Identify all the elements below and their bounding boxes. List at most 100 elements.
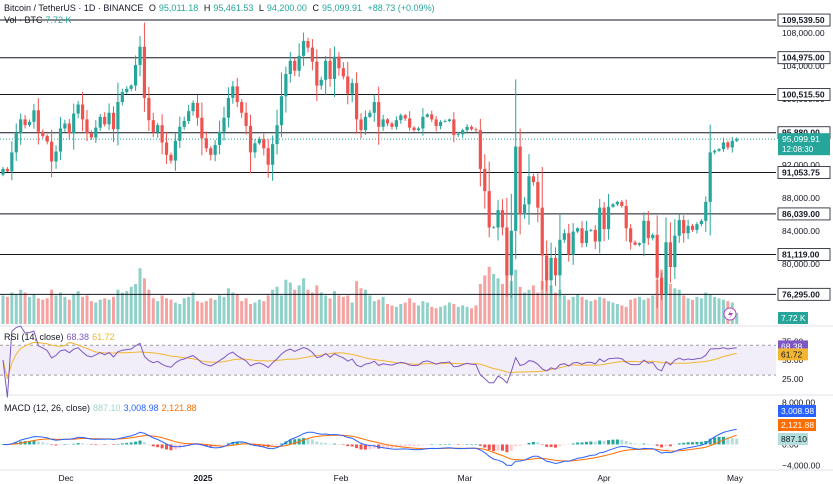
macd-histogram-bar: [425, 444, 429, 445]
time-axis-label: 2025: [194, 473, 213, 483]
volume-bar: [496, 278, 500, 324]
macd-histogram-bar: [72, 443, 76, 445]
volume-bar: [461, 305, 465, 324]
macd-histogram-bar: [116, 444, 120, 445]
macd-histogram-bar: [81, 443, 85, 445]
macd-histogram-bar: [134, 441, 138, 445]
candle-body: [341, 68, 345, 77]
macd-histogram-bar: [686, 442, 690, 445]
candle-body: [142, 46, 147, 98]
macd-histogram-bar: [642, 443, 646, 445]
symbol-title[interactable]: Bitcoin / TetherUS · 1D · BINANCE: [4, 3, 144, 13]
volume-bar: [89, 301, 93, 324]
volume-bar: [673, 288, 677, 324]
candle-body: [111, 112, 116, 130]
macd-histogram-bar: [735, 438, 739, 445]
candle-body: [23, 119, 27, 126]
volume-bar: [116, 289, 120, 324]
volume-bar: [651, 295, 655, 324]
macd-histogram-bar: [89, 444, 93, 445]
macd-histogram-bar: [531, 441, 535, 445]
candle-body: [620, 201, 624, 206]
rsi-tick-label: 25.00: [782, 374, 804, 384]
macd-histogram-bar: [41, 442, 45, 445]
volume-bar: [350, 302, 354, 324]
macd-histogram-bar: [107, 444, 111, 445]
volume-bar: [333, 291, 336, 324]
candle-body: [474, 129, 478, 131]
candle-body: [483, 168, 487, 192]
volume-bar: [478, 284, 482, 324]
candle-body: [624, 206, 628, 229]
macd-hist-value: 887.10: [93, 403, 121, 413]
macd-histogram-bar: [505, 444, 509, 453]
macd-histogram-bar: [598, 440, 602, 445]
rsi-line: [2, 325, 737, 398]
volume-bar: [536, 292, 540, 324]
macd-label[interactable]: MACD (12, 26, close): [4, 403, 91, 413]
volume-bar: [218, 295, 222, 324]
rsi-label[interactable]: RSI (14, close): [4, 332, 64, 342]
macd-histogram-bar: [412, 444, 416, 447]
candle-body: [58, 128, 63, 152]
volume-bar: [637, 296, 641, 324]
candle-body: [266, 148, 270, 165]
rsi-value: 68.38: [66, 332, 90, 342]
candle-body: [434, 119, 438, 126]
volume-bar: [5, 296, 9, 324]
candle-body: [576, 228, 580, 232]
candle-body: [562, 233, 566, 240]
candle-body: [200, 117, 204, 139]
volume-bar: [394, 306, 398, 324]
volume-bar: [355, 281, 359, 324]
volume-bar: [390, 305, 394, 324]
macd-histogram-bar: [695, 441, 699, 445]
candle-body: [730, 140, 734, 148]
macd-histogram-bar: [333, 443, 336, 445]
macd-histogram-bar: [615, 439, 619, 445]
macd-histogram-bar: [443, 444, 447, 445]
volume-bar: [244, 298, 248, 324]
volume-bar: [487, 266, 491, 324]
volume-bar: [151, 298, 155, 324]
volume-bar: [509, 281, 513, 324]
candle-body: [505, 227, 509, 276]
candle-body: [213, 144, 217, 155]
level-label-box: [777, 88, 831, 101]
volume-bar: [213, 299, 217, 324]
close-value: 95,099.91: [321, 3, 362, 13]
volume-bar: [58, 292, 62, 324]
macd-histogram-bar: [677, 443, 681, 445]
candle-body: [248, 125, 253, 153]
volume-bar: [191, 292, 195, 324]
candle-body: [32, 110, 36, 122]
volume-bar: [403, 302, 407, 324]
candle-body: [509, 230, 513, 276]
volume-label[interactable]: Vol · BTC: [4, 15, 43, 25]
candle-body: [699, 220, 703, 225]
candle-body: [231, 86, 235, 98]
candle-body: [67, 123, 71, 134]
volume-bar: [363, 289, 367, 324]
macd-histogram-bar: [310, 439, 314, 445]
candle-body: [275, 125, 279, 145]
volume-bar: [14, 294, 18, 324]
candle-body: [85, 119, 89, 134]
volume-bar: [611, 302, 615, 324]
time-axis-label: Feb: [334, 473, 349, 483]
macd-histogram-bar: [456, 444, 460, 445]
candle-body: [430, 114, 434, 120]
candle-body: [271, 144, 275, 165]
volume-bar: [41, 299, 45, 324]
volume-bar: [54, 295, 58, 324]
volume-bar: [571, 296, 575, 324]
macd-histogram-bar: [63, 444, 67, 445]
volume-bar: [399, 304, 403, 324]
candle-body: [297, 55, 301, 71]
macd-histogram-bar: [293, 439, 297, 445]
candle-body: [447, 119, 452, 122]
candle-body: [191, 102, 195, 112]
volume-bar: [19, 289, 23, 324]
